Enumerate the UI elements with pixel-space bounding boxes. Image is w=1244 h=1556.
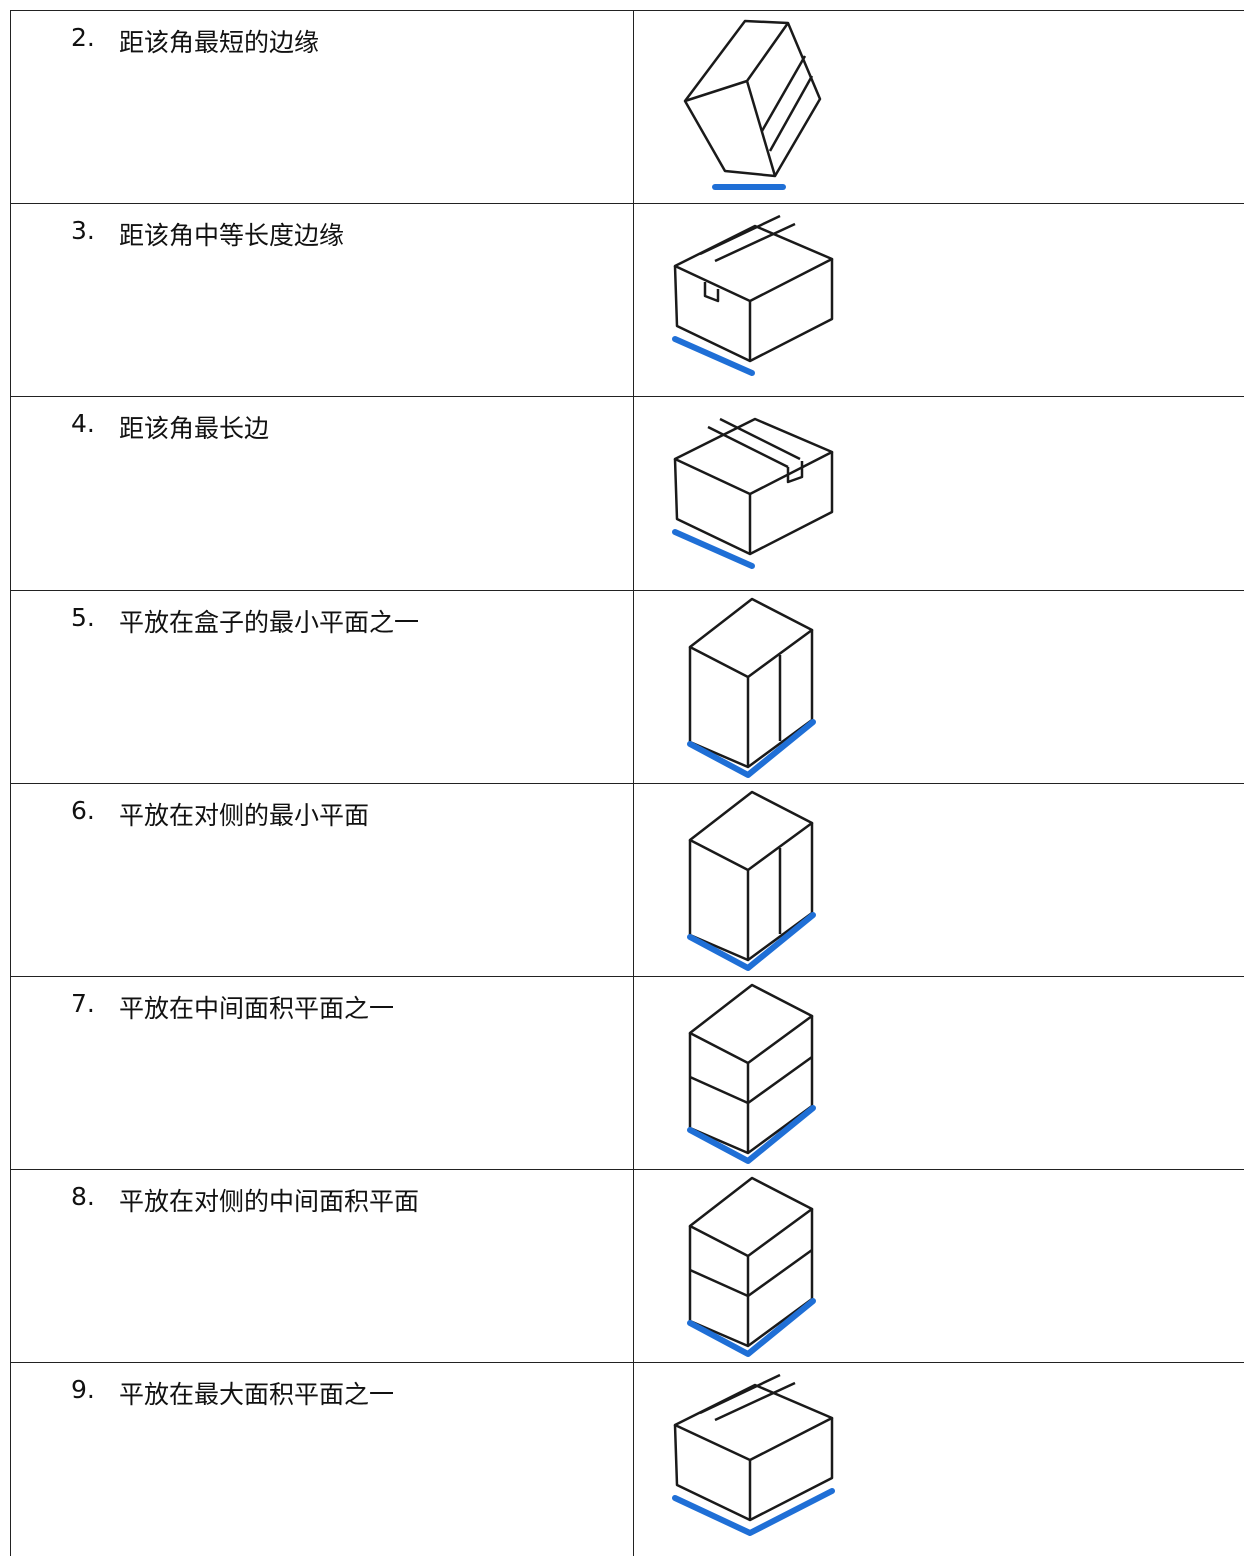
icon-line [768,75,814,152]
icon-line [672,336,755,377]
item-text: 平放在盒子的最小平面之一 [119,607,420,637]
icon-line [745,80,777,177]
icon-line [683,19,822,178]
box-icon [687,790,816,971]
icon-line [714,1382,796,1422]
icon-line [689,1075,749,1105]
icon-line [673,1384,834,1462]
box-icon [687,597,816,778]
icon-line [672,1488,835,1537]
box-icon [672,215,834,377]
icon-line [672,529,755,570]
table-row: 8. 平放在对侧的中间面积平面 [10,1169,1244,1364]
icon-line [673,452,834,556]
item-number: 9. [71,1375,95,1405]
item-text: 平放在对侧的中间面积平面 [119,1187,420,1217]
cell: 7. 平放在中间面积平面之一 [10,977,634,1170]
icon-line [707,426,789,469]
icon-line [703,282,720,303]
cell: 2. 距该角最短的边缘 [10,11,634,204]
item-number: 8. [71,1182,95,1212]
table-row: 7. 平放在中间面积平面之一 [10,976,1244,1170]
item-text: 平放在中间面积平面之一 [119,994,395,1023]
item-number: 2. [71,23,95,52]
item-number: 3. [71,216,95,246]
icon-line [684,22,790,103]
table-row: 4. 距该角最长边 [10,396,1244,591]
table-row: 5. 平放在盒子的最小平面之一 [10,589,1244,784]
item-text: 距该角中等长度边缘 [119,221,345,251]
icon-line [786,461,804,484]
icon-line [687,718,816,778]
cell: 9. 平放在最大面积平面之一 [10,1363,634,1556]
cell: 3. 距该角中等长度边缘 [10,204,634,398]
cell: 5. 平放在盒子的最小平面之一 [10,590,634,784]
item-text: 距该角最长边 [119,414,270,444]
icon-line [673,224,834,303]
cell: 6. 平放在对侧的最小平面 [10,783,634,977]
item-number: 5. [71,602,95,632]
box-icon [683,19,822,190]
box-icon [672,418,834,570]
icon-line [714,223,796,263]
icon-line [760,55,807,132]
icon-line [673,418,834,496]
icon-line [699,1374,781,1415]
icon-line [688,790,814,872]
icon-line [719,418,801,461]
icon-line [747,1249,813,1298]
item-text: 平放在对侧的最小平面 [119,800,370,830]
icon-line [673,259,834,363]
item-number: 4. [71,409,95,439]
table-row: 6. 平放在对侧的最小平面 [10,782,1244,977]
item-number: 6. [71,795,95,825]
box-icon [687,1176,816,1358]
icon-line [688,822,814,962]
table-row: 3. 距该角中等长度边缘 [10,203,1244,398]
item-text: 距该角最短的边缘 [119,28,320,57]
icon-line [699,215,781,256]
icon-line [687,1298,816,1358]
cell: 8. 平放在对侧的中间面积平面 [10,1170,634,1364]
icon-line [688,597,814,678]
table-row: 2. 距该角最短的边缘 [10,10,1244,204]
icon-line [688,629,814,768]
icon-line [688,983,814,1065]
icon-line [688,1176,814,1258]
table-row: 9. 平放在最大面积平面之一 [10,1362,1244,1556]
icon-line [689,1269,749,1298]
icon-line [687,1105,816,1164]
cell: 4. 距该角最长边 [10,397,634,591]
item-text: 平放在最大面积平面之一 [119,1380,395,1410]
box-icon [672,1374,835,1537]
box-icon [687,983,816,1164]
icon-line [687,911,816,971]
item-number: 7. [71,989,95,1018]
icon-line [747,1055,813,1105]
